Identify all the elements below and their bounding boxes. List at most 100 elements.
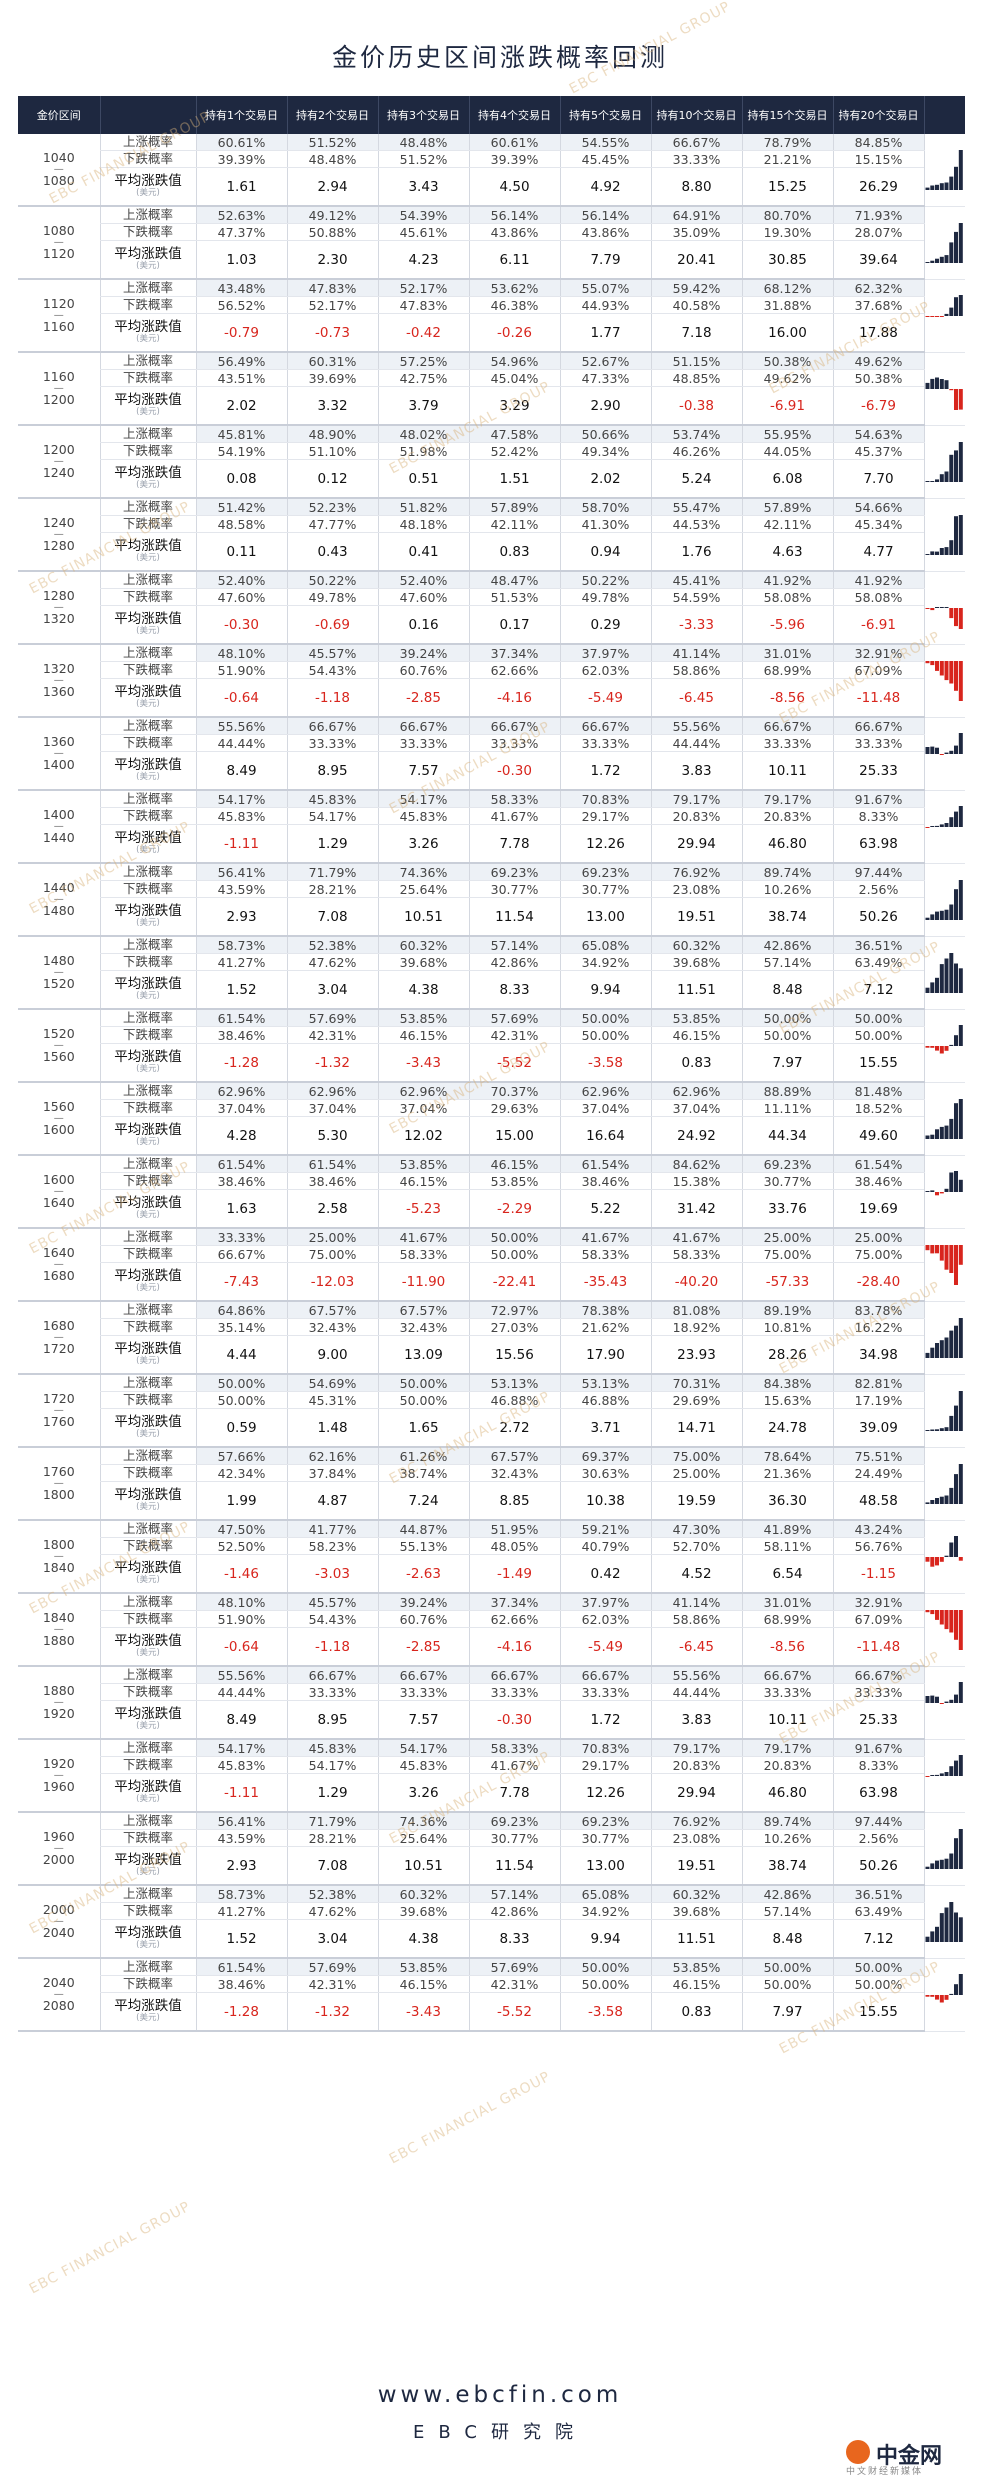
up-probability-cell: 50.00% <box>741 1958 833 1976</box>
sparkline-bar <box>958 967 963 993</box>
sparkline-bar <box>953 1034 958 1046</box>
average-change-cell: 1.65 <box>377 1408 469 1448</box>
avg-change-sparkline <box>925 606 963 629</box>
down-probability-cell: 51.90% <box>195 1610 287 1628</box>
average-change-cell: -1.18 <box>286 678 378 718</box>
sparkline-bar <box>958 441 963 482</box>
range-high: 1960 <box>42 1778 75 1794</box>
average-change-label-text: 平均涨跌值 <box>114 1705 182 1722</box>
down-probability-cell: 2.56% <box>832 1829 924 1847</box>
range-low: 1040 <box>42 150 75 166</box>
sparkline-bar <box>929 480 934 482</box>
down-probability-cell: 54.43% <box>286 1610 378 1628</box>
up-probability-cell: 39.24% <box>377 1593 469 1611</box>
average-change-cell: 19.51 <box>650 1846 742 1886</box>
average-change-cell: 4.87 <box>286 1481 378 1521</box>
average-change-cell: -6.91 <box>741 386 833 426</box>
up-probability-cell: 33.33% <box>195 1228 287 1246</box>
sparkline-bar <box>939 256 944 263</box>
avg-change-sparkline <box>925 149 963 190</box>
range-separator: — <box>53 1696 64 1708</box>
average-change-unit: (美元) <box>136 2012 160 2023</box>
sparkline-bar <box>944 822 948 827</box>
up-probability-cell: 54.17% <box>195 1739 287 1757</box>
down-probability-cell: 46.88% <box>468 1391 560 1409</box>
brand-slogan: 中文财经新媒体 <box>846 2467 924 2477</box>
down-probability-cell: 46.15% <box>650 1975 742 1993</box>
sparkline-bar <box>953 1983 958 1995</box>
average-change-unit: (美元) <box>136 1647 160 1658</box>
average-change-label-text: 平均涨跌值 <box>114 1413 182 1430</box>
table-row: 1560—1600 上涨概率 62.96% 62.96% 62.96% 70.37% 62.… <box>18 1082 965 1156</box>
up-probability-cell: 52.38% <box>286 936 378 954</box>
down-probability-cell: 42.86% <box>468 1902 560 1920</box>
down-probability-cell: 50.00% <box>832 1975 924 1993</box>
down-probability-cell: 47.60% <box>195 588 287 606</box>
average-change-cell: 63.98 <box>832 1773 924 1813</box>
average-change-label-text: 平均涨跌值 <box>114 756 182 773</box>
average-change-cell: 31.42 <box>650 1189 742 1229</box>
sparkline-bar <box>925 1609 929 1612</box>
average-change-cell: 50.26 <box>832 1846 924 1886</box>
range-low: 1200 <box>42 442 75 458</box>
sparkline-cell <box>923 1374 965 1448</box>
average-change-label: 平均涨跌值 (美元) <box>99 605 196 645</box>
sparkline-cell <box>923 1739 965 1813</box>
down-probability-cell: 37.68% <box>832 296 924 314</box>
up-probability-cell: 41.92% <box>741 571 833 589</box>
down-probability-cell: 33.33% <box>741 1683 833 1701</box>
sparkline-bar <box>934 1774 939 1776</box>
down-probability-cell: 54.43% <box>286 661 378 679</box>
sparkline-bar <box>925 1994 929 1997</box>
sparkline-bar <box>944 1701 948 1703</box>
down-probability-cell: 52.17% <box>286 296 378 314</box>
average-change-cell: 44.34 <box>741 1116 833 1156</box>
average-change-label-text: 平均涨跌值 <box>114 1997 182 2014</box>
up-probability-cell: 52.23% <box>286 498 378 516</box>
down-probability-cell: 50.00% <box>195 1391 287 1409</box>
range-separator: — <box>53 528 64 540</box>
price-range-cell: 1760—1800 <box>18 1447 100 1521</box>
average-change-cell: 8.48 <box>741 970 833 1010</box>
sparkline-bar <box>944 1771 948 1776</box>
sparkline-bar <box>944 958 948 993</box>
table-row: 平均涨跌值 (美元) 0.08 0.12 0.51 1.51 2.02 5.24 6.08 7.7… <box>18 459 965 499</box>
up-probability-cell: 55.56% <box>195 717 287 735</box>
range-separator: — <box>53 966 64 978</box>
up-probability-cell: 51.82% <box>377 498 469 516</box>
table-row: 平均涨跌值 (美元) -1.11 1.29 3.26 7.78 12.26 29.94 46.8… <box>18 1773 965 1813</box>
up-probability-label: 上涨概率 <box>99 790 196 808</box>
average-change-cell: -2.29 <box>468 1189 560 1229</box>
average-change-label-text: 平均涨跌值 <box>114 1851 182 1868</box>
average-change-cell: -12.03 <box>286 1262 378 1302</box>
average-change-label: 平均涨跌值 (美元) <box>99 1335 196 1375</box>
down-probability-cell: 2.56% <box>832 880 924 898</box>
average-change-cell: -1.18 <box>286 1627 378 1667</box>
average-change-cell: -2.63 <box>377 1554 469 1594</box>
average-change-cell: -11.48 <box>832 1627 924 1667</box>
sparkline-bar <box>929 660 934 665</box>
header-range: 金价区间 <box>18 96 100 134</box>
sparkline-bar <box>929 1994 934 1997</box>
table-row: 1600—1640 上涨概率 61.54% 61.54% 53.85% 46.15% 61.… <box>18 1155 965 1229</box>
up-probability-cell: 53.85% <box>377 1958 469 1976</box>
sparkline-bar <box>934 606 939 608</box>
average-change-cell: 7.97 <box>741 1992 833 2032</box>
sparkline-bar <box>958 1754 963 1776</box>
down-probability-cell: 23.08% <box>650 880 742 898</box>
up-probability-cell: 25.00% <box>832 1228 924 1246</box>
down-probability-cell: 27.03% <box>468 1318 560 1336</box>
average-change-cell: 3.71 <box>559 1408 651 1448</box>
range-high: 1920 <box>42 1705 75 1721</box>
up-probability-label: 上涨概率 <box>99 1155 196 1173</box>
average-change-label-text: 平均涨跌值 <box>114 1048 182 1065</box>
down-probability-cell: 42.34% <box>195 1464 287 1482</box>
table-row: 1720—1760 上涨概率 50.00% 54.69% 50.00% 53.13% 53.… <box>18 1374 965 1448</box>
average-change-label: 平均涨跌值 (美元) <box>99 1627 196 1667</box>
up-probability-cell: 66.67% <box>559 1666 651 1684</box>
up-probability-cell: 65.08% <box>559 1885 651 1903</box>
avg-change-sparkline <box>925 1024 963 1053</box>
sparkline-bar <box>934 1556 939 1565</box>
table-row: 平均涨跌值 (美元) 1.61 2.94 3.43 4.50 4.92 8.80 15.25 26… <box>18 167 965 207</box>
avg-change-sparkline <box>925 879 963 920</box>
